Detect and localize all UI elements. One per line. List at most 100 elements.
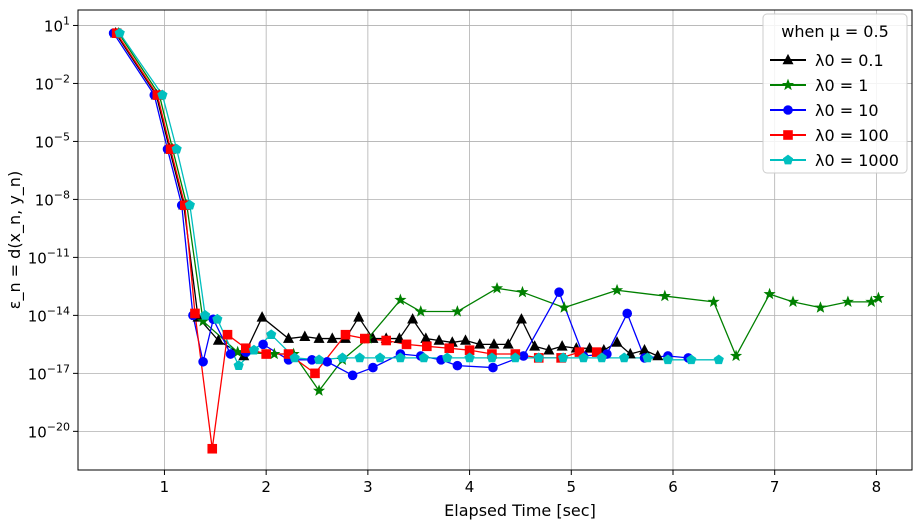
y-tick-label: 10−11 <box>28 246 70 267</box>
data-point <box>395 352 406 363</box>
data-point <box>510 352 521 363</box>
y-tick-label: 10−8 <box>35 188 70 209</box>
data-point <box>516 285 529 298</box>
data-point <box>212 334 224 345</box>
data-point <box>596 352 607 363</box>
data-point <box>198 356 208 367</box>
data-point <box>543 344 555 355</box>
data-point <box>401 339 412 350</box>
data-point <box>374 352 386 363</box>
data-point <box>658 289 671 302</box>
data-point <box>222 329 233 340</box>
data-point <box>652 349 664 361</box>
data-point <box>353 311 365 322</box>
data-point <box>578 352 589 363</box>
legend-box <box>762 13 908 174</box>
y-tick-label: 10−14 <box>28 304 70 325</box>
data-point <box>347 370 358 381</box>
data-point <box>184 199 195 210</box>
plot-frame <box>77 9 913 471</box>
data-point <box>556 340 568 351</box>
data-point <box>444 343 455 354</box>
x-tick-label: 4 <box>465 478 475 496</box>
x-tick-label: 7 <box>770 478 780 496</box>
legend-label: λ0 = 10 <box>815 101 879 120</box>
data-point <box>313 332 325 343</box>
data-point <box>354 352 365 363</box>
data-point <box>486 352 498 363</box>
data-point <box>488 338 500 349</box>
legend-entries: λ0 = 0.1 λ0 = 1 λ0 = 10 λ0 = 100 λ0 = 1000 <box>770 51 899 170</box>
data-point <box>451 305 464 317</box>
data-point <box>190 308 200 319</box>
data-point <box>422 341 432 352</box>
data-point <box>157 89 168 100</box>
data-point <box>326 332 338 343</box>
legend-label: λ0 = 100 <box>815 126 889 145</box>
data-point <box>763 287 776 300</box>
x-tick-label: 3 <box>363 478 373 496</box>
data-point <box>865 295 878 307</box>
data-point <box>433 334 445 345</box>
series-markers <box>108 26 885 454</box>
data-point <box>200 310 211 320</box>
data-point <box>368 362 378 373</box>
data-point <box>283 332 295 343</box>
data-point <box>407 313 419 324</box>
x-tick-label: 5 <box>567 478 577 496</box>
data-point <box>289 352 300 363</box>
data-point <box>515 313 527 324</box>
data-point <box>313 384 326 396</box>
data-point <box>322 356 332 367</box>
y-tick-label: 10−20 <box>28 420 70 441</box>
y-tick-label: 10−17 <box>28 362 70 383</box>
data-point <box>258 339 268 350</box>
y-tick-label: 10−5 <box>35 130 70 151</box>
data-point <box>814 301 827 313</box>
data-point <box>707 295 720 307</box>
data-point <box>622 308 633 319</box>
axis-ticks: 1 2 3 4 5 6 7 8 101 10−2 10−5 10−8 10−11 10−14 10−17 10… <box>28 14 881 496</box>
series-5-points <box>114 27 724 370</box>
data-point <box>313 354 325 365</box>
data-point <box>212 313 223 324</box>
data-point <box>713 354 724 365</box>
data-point <box>872 291 885 304</box>
data-point <box>841 295 854 307</box>
data-point <box>786 295 800 307</box>
legend-label: λ0 = 1000 <box>815 151 899 170</box>
legend-label: λ0 = 1 <box>815 76 868 95</box>
data-point <box>381 335 391 346</box>
data-point <box>452 360 463 371</box>
x-tick-label: 8 <box>872 478 882 496</box>
data-point <box>464 352 475 363</box>
data-point <box>730 349 743 362</box>
data-point <box>414 305 427 317</box>
data-point <box>619 352 630 363</box>
data-point <box>611 336 623 347</box>
legend-marker <box>783 130 793 140</box>
x-tick-label: 6 <box>668 478 678 496</box>
data-point <box>502 338 514 349</box>
data-point <box>266 329 277 340</box>
legend-marker <box>782 53 794 65</box>
legend-marker <box>781 78 795 91</box>
y-axis-label: ε_n = d(x_n, y_n) <box>5 171 25 309</box>
data-point <box>529 340 541 351</box>
data-point <box>337 352 348 363</box>
data-point <box>558 352 569 363</box>
legend: when μ = 0.5 λ0 = 0.1 λ0 = 1 λ0 = 10 λ0 = 1… <box>762 13 908 174</box>
data-point <box>490 281 504 294</box>
data-point <box>518 351 529 361</box>
data-point <box>474 338 486 349</box>
legend-marker <box>782 154 794 165</box>
data-point <box>686 354 697 365</box>
data-point <box>611 283 624 296</box>
x-tick-label: 2 <box>261 478 271 496</box>
data-point <box>394 293 407 306</box>
data-point <box>360 333 370 344</box>
data-point <box>114 27 125 38</box>
data-point <box>256 311 268 322</box>
legend-label: λ0 = 0.1 <box>815 51 884 70</box>
